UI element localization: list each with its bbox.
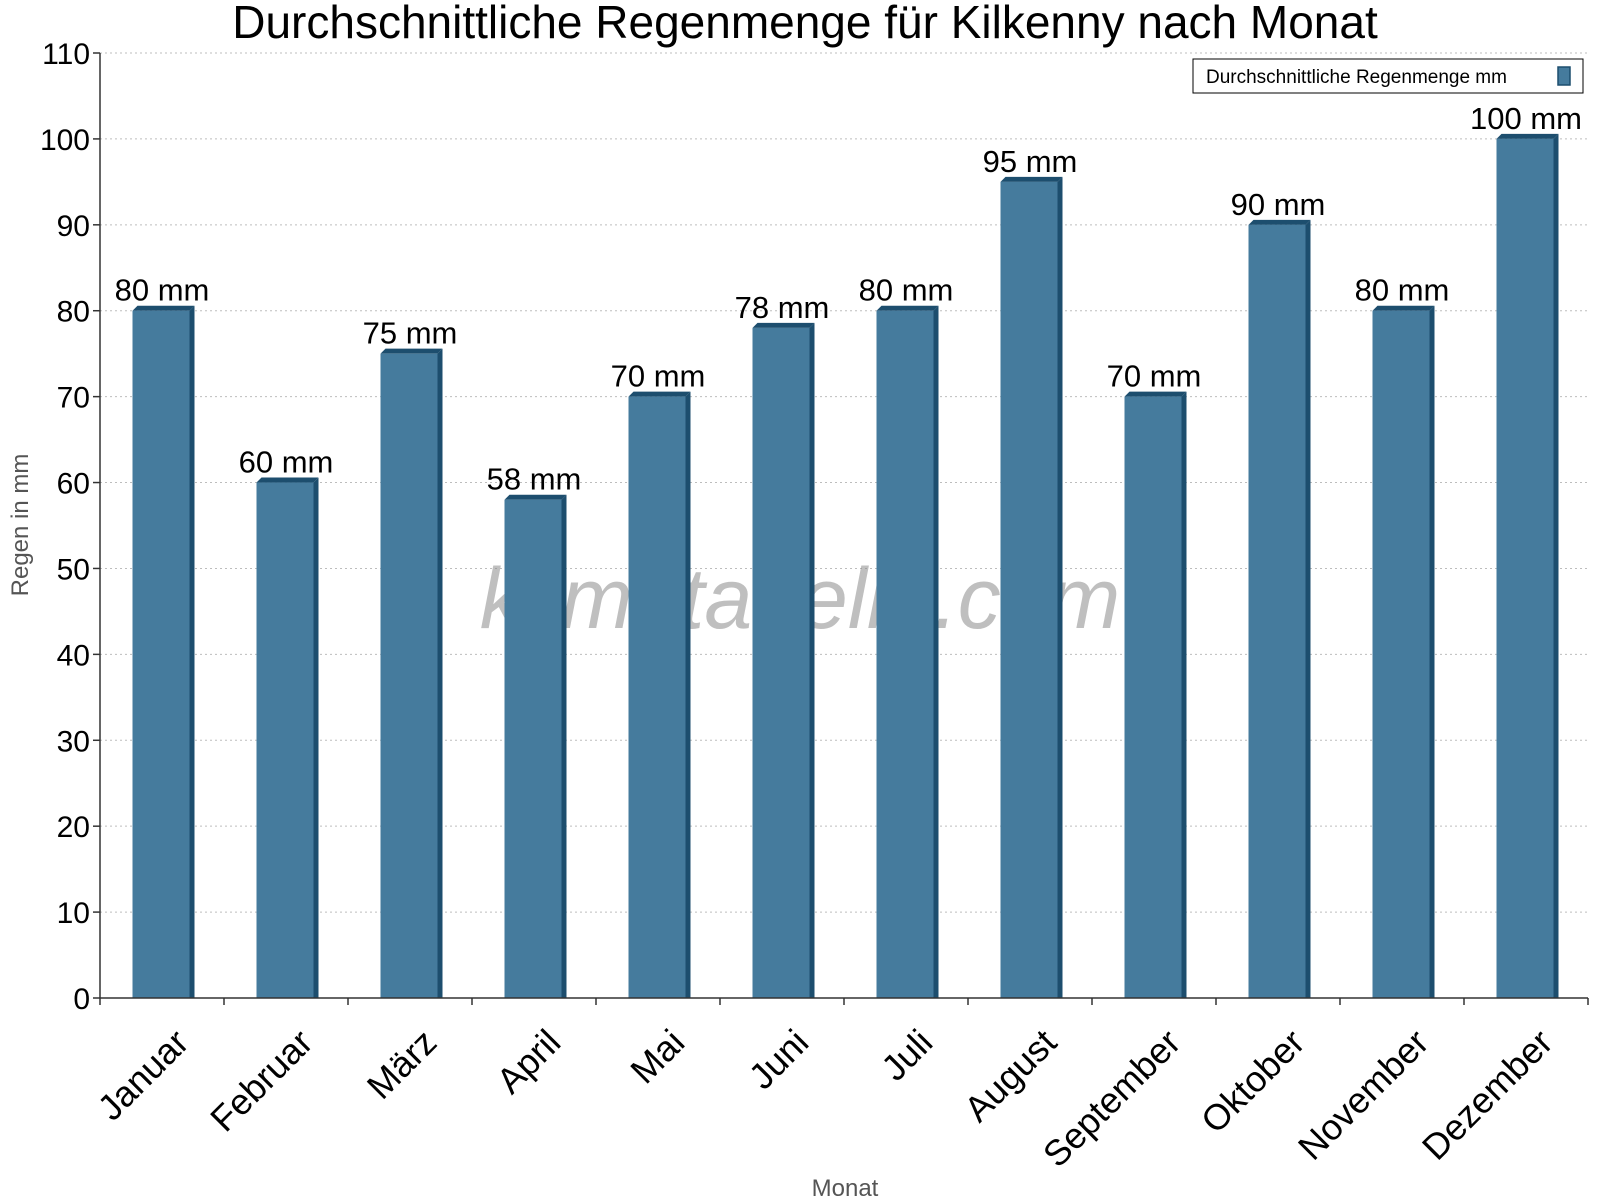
value-label: 70 mm [611, 359, 706, 394]
y-tick-label: 30 [57, 725, 90, 758]
bar [504, 499, 562, 998]
value-label: 90 mm [1231, 187, 1326, 222]
bar-side [685, 391, 691, 998]
legend-swatch [1557, 66, 1571, 86]
bar [256, 482, 314, 999]
value-label: 70 mm [1107, 359, 1202, 394]
y-tick-label: 90 [57, 210, 90, 243]
bar [380, 353, 438, 998]
value-label: 80 mm [115, 273, 210, 308]
bar-top [1000, 176, 1063, 182]
bar [1248, 224, 1306, 998]
y-tick-label: 110 [42, 38, 90, 71]
x-tick-label: April [488, 1021, 568, 1101]
bar-side [313, 477, 319, 999]
bar-top [628, 391, 691, 397]
bar-side [437, 348, 443, 998]
y-tick-label: 80 [57, 296, 90, 329]
bar [1000, 181, 1058, 998]
value-labels: 80 mm 60 mm 75 mm 58 mm 70 mm 78 mm 80 mm 95 mm… [115, 101, 1582, 497]
bar-side [189, 305, 195, 998]
bar-side [809, 322, 815, 999]
x-axis-label: Monat [812, 1175, 879, 1200]
bar [132, 310, 190, 998]
bar [1496, 138, 1554, 999]
y-tick-label: 0 [73, 983, 90, 1016]
x-tick-labels: Januar Februar März April Mai Juni Juli AugustS… [90, 1021, 1561, 1175]
bar-top [256, 477, 319, 483]
bar-top [1372, 305, 1435, 311]
bar-top [876, 305, 939, 311]
value-label: 58 mm [487, 462, 582, 497]
y-tick-label: 20 [57, 811, 90, 844]
value-label: 75 mm [363, 316, 458, 351]
legend-label: Durchschnittliche Regenmenge mm [1206, 67, 1507, 88]
x-tick-label: Juli [873, 1021, 940, 1088]
bar-side [561, 494, 567, 998]
bar-side [1305, 219, 1311, 998]
y-tick-label: 50 [57, 553, 90, 586]
y-axis-label: Regen in mm [7, 454, 34, 597]
chart-title: Durchschnittliche Regenmenge für Kilkenn… [232, 0, 1378, 48]
axes-group [99, 53, 1588, 999]
bar [752, 327, 810, 999]
bar-top [504, 494, 567, 500]
bar [876, 310, 934, 998]
grid-lines [93, 52, 1589, 1005]
bar-side [1181, 391, 1187, 998]
bar-side [933, 305, 939, 998]
value-label: 80 mm [1355, 273, 1450, 308]
bar [628, 396, 686, 998]
y-tick-label: 60 [57, 468, 90, 501]
value-label: 60 mm [239, 445, 334, 480]
bar [1124, 396, 1182, 998]
bar-top [132, 305, 195, 311]
bar-side [1553, 133, 1559, 999]
legend: Durchschnittliche Regenmenge mm [1192, 58, 1584, 94]
y-tick-label: 40 [57, 639, 90, 672]
y-tick-label: 70 [57, 382, 90, 415]
x-tick-label: Oktober [1193, 1021, 1313, 1141]
x-tick-label: Dezember [1414, 1021, 1560, 1167]
bar-top [1124, 391, 1187, 397]
x-tick-label: Januar [90, 1021, 197, 1128]
x-tick-label: März [359, 1021, 445, 1107]
bar-top [380, 348, 443, 354]
bar-side [1429, 305, 1435, 998]
value-label: 100 mm [1470, 101, 1582, 136]
x-tick-label: August [956, 1021, 1064, 1129]
bar-top [1248, 219, 1311, 225]
y-tick-label: 100 [40, 124, 90, 157]
bar [1372, 310, 1430, 998]
bar-top [752, 322, 815, 328]
y-tick-label: 10 [57, 897, 90, 930]
x-tick-label: Mai [622, 1021, 692, 1091]
value-label: 95 mm [983, 144, 1078, 179]
bars-group [132, 133, 1559, 999]
bar-side [1057, 176, 1063, 998]
bar-top [1496, 133, 1559, 139]
x-tick-label: Juni [741, 1021, 817, 1097]
x-tick-label: Februar [202, 1021, 320, 1139]
value-label: 80 mm [859, 273, 954, 308]
legend-box [1192, 58, 1584, 94]
x-tick-label: November [1290, 1021, 1436, 1167]
y-tick-labels: 0 10 20 30 40 50 60 70 80 90 100 110 [40, 38, 90, 1016]
value-label: 78 mm [735, 290, 830, 325]
